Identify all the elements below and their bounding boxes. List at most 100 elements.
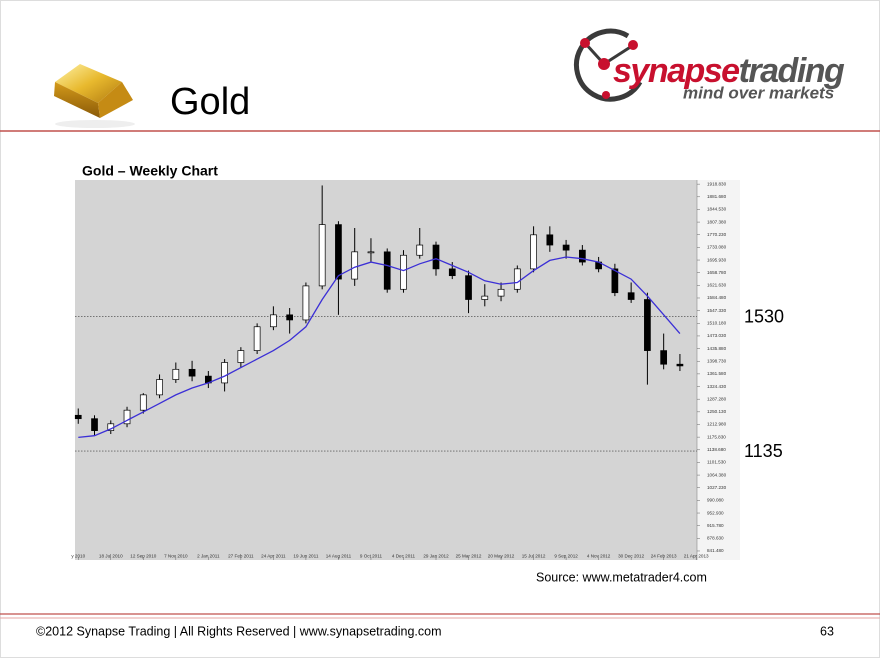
x-tick-label: 4 Nov 2012 — [587, 554, 611, 559]
candle-body — [221, 362, 228, 384]
candle-body — [400, 254, 407, 290]
candle-body — [302, 285, 310, 321]
y-tick-label: 1212.980 — [707, 422, 727, 427]
x-tick-label: 12 Sep 2010 — [130, 554, 157, 559]
y-tick-label: 1435.880 — [707, 346, 727, 351]
candle-body — [627, 292, 635, 300]
candle-body — [676, 363, 684, 367]
y-tick-label: 1250.130 — [707, 409, 727, 414]
y-tick-label: 1695.930 — [707, 257, 727, 262]
y-tick-label: 1473.030 — [707, 333, 727, 338]
y-tick-label: 1733.080 — [707, 245, 727, 250]
slide-title: Gold — [170, 81, 250, 123]
candle-body — [156, 379, 163, 396]
x-tick-label: 2 Jan 2011 — [197, 554, 220, 559]
candle-body — [481, 295, 489, 300]
chart: 841.480 878.630 915.780 952.930 990.080 1027.… — [71, 181, 727, 560]
candle-body — [188, 368, 196, 377]
y-tick-label: 1287.280 — [707, 396, 727, 401]
y-tick-label: 1881.680 — [707, 194, 727, 199]
logo-tagline: mind over markets — [683, 83, 834, 102]
y-tick-label: 1175.830 — [707, 434, 726, 439]
candle-body — [611, 268, 619, 294]
y-tick-label: 952.930 — [707, 510, 724, 515]
y-tick-label: 1324.430 — [707, 384, 727, 389]
candle-body — [546, 234, 554, 246]
candle-body — [270, 314, 277, 328]
chart-title: Gold – Weekly Chart — [82, 163, 218, 179]
y-tick-label: 841.480 — [707, 548, 724, 553]
x-tick-label: 30 Dec 2012 — [618, 554, 644, 559]
y-tick-label: 1510.180 — [707, 321, 727, 326]
y-tick-label: 1398.730 — [707, 358, 727, 363]
x-tick-label: 24 Apr 2011 — [261, 554, 286, 559]
candle-body — [465, 275, 472, 300]
page-number: 63 — [820, 624, 834, 638]
x-tick-label: 20 May 2012 — [488, 554, 515, 559]
candle-body — [351, 251, 359, 280]
x-tick-label: 14 Aug 2011 — [326, 554, 352, 559]
candle-body — [530, 234, 537, 270]
footer-text: ©2012 Synapse Trading | All Rights Reser… — [36, 624, 442, 638]
x-tick-label: 27 Feb 2011 — [228, 554, 254, 559]
y-tick-label: 878.630 — [707, 536, 724, 541]
candle-body — [286, 314, 294, 321]
y-tick-label: 1621.630 — [707, 283, 727, 288]
candle-body — [513, 268, 521, 290]
source-note: Source: www.metatrader4.com — [536, 570, 707, 584]
candle-body — [253, 326, 261, 351]
plot-area — [75, 180, 697, 560]
x-tick-label: 29 Jan 2012 — [423, 554, 449, 559]
candle-body — [318, 224, 326, 287]
candle-body — [139, 394, 147, 411]
candle-body — [172, 368, 180, 380]
x-tick-label: 24 Feb 2013 — [651, 554, 677, 559]
logo-brand-2: trading — [739, 52, 845, 90]
candle-body — [74, 414, 82, 420]
candle-body — [660, 350, 668, 365]
y-tick-label: 1770.230 — [707, 232, 727, 237]
logo-brand-1: synapse — [613, 52, 739, 90]
candle-body — [123, 409, 131, 425]
x-tick-label: 21 Apr 2013 — [684, 554, 709, 559]
candle-body — [432, 244, 440, 270]
gold-bar-icon — [54, 64, 135, 128]
x-tick-label: 7 Nov 2010 — [164, 554, 188, 559]
y-tick-label: 1547.330 — [707, 308, 727, 313]
candle-body — [448, 268, 456, 277]
y-tick-label: 1658.780 — [707, 270, 727, 275]
y-tick-label: 1844.530 — [707, 207, 727, 212]
price-axis-area — [697, 180, 740, 560]
candle-body — [335, 224, 342, 280]
moving-average-line — [78, 256, 681, 439]
y-tick-label: 1361.580 — [707, 371, 727, 376]
candle-body — [367, 251, 375, 254]
candle-body — [91, 418, 98, 431]
candle-body — [237, 350, 245, 363]
y-tick-label: 1584.480 — [707, 295, 727, 300]
x-tick-label: y 2010 — [71, 554, 85, 559]
x-tick-label: 15 Jul 2012 — [522, 554, 546, 559]
y-tick-label: 1918.830 — [707, 181, 727, 186]
candle-body — [644, 299, 651, 351]
reference-label: 1135 — [744, 441, 783, 461]
y-tick-label: 915.780 — [707, 523, 724, 528]
x-tick-label: 19 Jun 2011 — [293, 554, 318, 559]
reference-label: 1530 — [744, 306, 784, 326]
x-tick-label: 25 Mar 2012 — [456, 554, 482, 559]
candle-body — [562, 244, 570, 251]
candle-body — [416, 244, 424, 256]
y-tick-label: 990.080 — [707, 498, 724, 503]
x-tick-label: 18 Jul 2010 — [99, 554, 123, 559]
x-tick-label: 9 Oct 2011 — [360, 554, 383, 559]
y-tick-label: 1064.380 — [707, 472, 727, 477]
y-tick-label: 1807.380 — [707, 219, 727, 224]
y-tick-label: 1101.530 — [707, 460, 726, 465]
candle-body — [579, 249, 586, 263]
logo-text: synapsetrading — [613, 52, 845, 90]
x-tick-label: 4 Dec 2011 — [392, 554, 416, 559]
y-tick-label: 1027.230 — [707, 485, 727, 490]
candle-body — [383, 251, 391, 290]
logo: synapsetrading mind over markets — [573, 28, 847, 102]
